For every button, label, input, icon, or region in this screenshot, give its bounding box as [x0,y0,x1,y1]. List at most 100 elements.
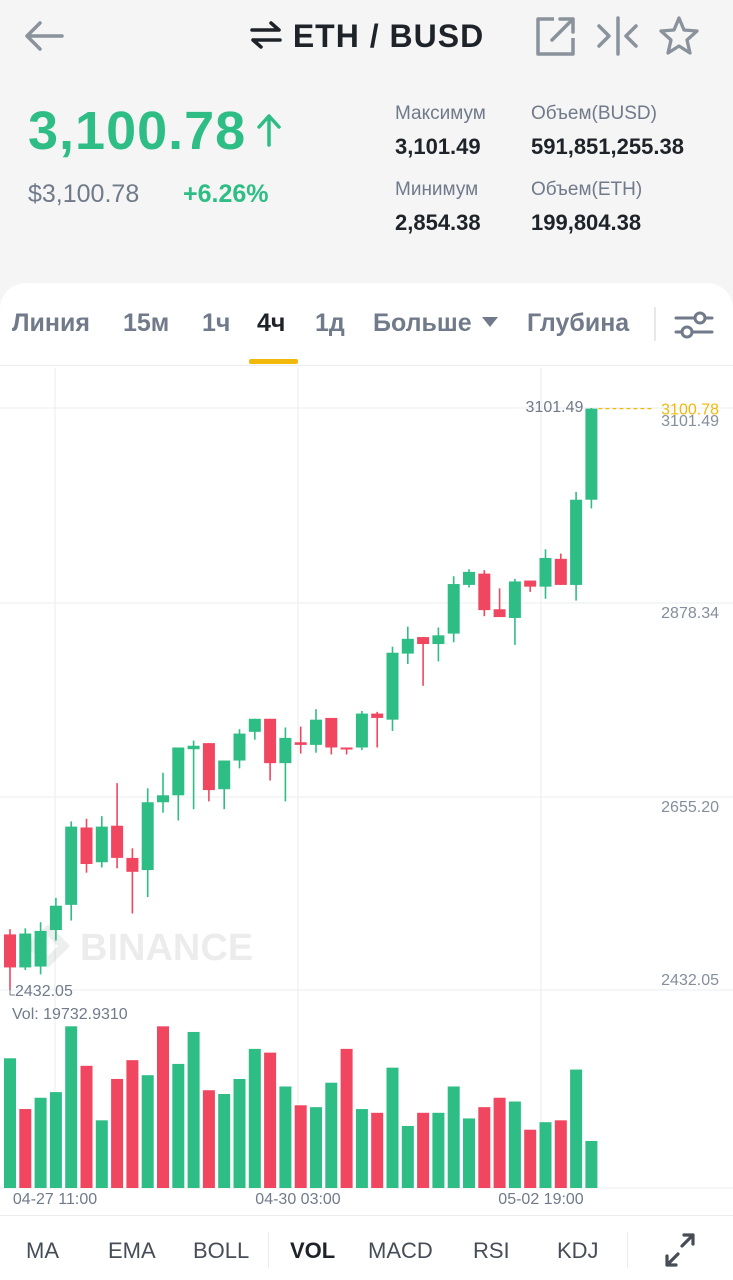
candle-body [49,905,62,931]
indicator-macd[interactable]: MACD [368,1238,433,1263]
candle-body [126,857,139,872]
tab-1h[interactable]: 1ч [202,309,231,337]
indicator-divider [268,1232,269,1268]
candle-body [524,580,537,587]
volume-bar [478,1107,491,1188]
volume-bar [111,1078,124,1188]
volume-bar [172,1063,185,1188]
split-view-icon[interactable] [596,14,640,58]
indicator-divider-2 [627,1232,628,1268]
candle-body [539,557,552,587]
star-icon[interactable] [657,14,701,58]
volume-quote-label: Объем(BUSD) [531,103,657,124]
pair-title[interactable]: ETH / BUSD [0,18,733,55]
volume-quote-value: 591,851,255.38 [531,134,684,159]
candle-body [34,930,47,967]
candle-body [157,795,169,803]
candle-body [417,637,430,645]
volume-bar [157,1026,169,1188]
x-axis-time-label: 05-02 19:00 [498,1191,584,1208]
candle-body [111,825,124,858]
top-bar: ETH / BUSD [0,0,733,80]
fullscreen-expand-icon[interactable] [660,1232,700,1268]
volume-bar [463,1118,475,1188]
candle-body [4,934,16,968]
candle-body [294,742,307,745]
open-external-icon[interactable] [534,14,578,58]
candle-body [65,826,78,905]
up-arrow-icon [254,112,284,148]
candle-body [325,717,338,748]
indicator-rsi[interactable]: RSI [473,1238,510,1263]
volume-bar [19,1109,32,1188]
low-value: 2,854.38 [395,210,481,235]
candle-body [447,584,460,634]
tab-15m[interactable]: 15м [123,309,170,337]
volume-bar [371,1112,384,1188]
volume-bar [187,1031,200,1188]
tab-depth[interactable]: Глубина [527,309,630,337]
back-arrow-icon[interactable] [20,14,68,58]
volume-base-value: 199,804.38 [531,210,642,235]
volume-bar [279,1086,292,1188]
active-tab-indicator [249,359,298,364]
candle-body [432,635,445,645]
candle-body [340,747,353,750]
candle-body [585,408,598,500]
candle-body [310,719,322,745]
volume-bar [432,1112,445,1188]
candle-body [508,581,521,618]
indicator-vol[interactable]: VOL [290,1238,336,1263]
volume-bar [126,1060,139,1188]
volume-bar [202,1090,215,1188]
tab-4h[interactable]: 4ч [257,309,286,337]
volume-bar [508,1101,521,1188]
y-axis-tick-label: 2655.20 [661,799,719,816]
chart-settings-icon[interactable] [672,305,716,345]
price-usd: $3,100.78 [28,180,140,208]
candle-body [371,713,384,718]
candle-body [218,760,231,790]
last-price: 3,100.78 [28,101,247,161]
tab-1d[interactable]: 1д [315,309,345,337]
candle-body [554,558,567,585]
y-axis-tick-label: 2878.34 [661,605,719,622]
volume-bar [141,1075,154,1188]
volume-bar [248,1048,261,1188]
y-axis-tick-label: 2432.05 [661,972,719,989]
indicator-ema[interactable]: EMA [108,1238,156,1263]
volume-bar [34,1097,47,1188]
swap-icon[interactable] [249,20,283,50]
volume-bar [417,1112,430,1188]
watermark-diamond-icon [26,924,70,968]
watermark-text: BINANCE [80,927,253,969]
candle-body [264,718,277,764]
volume-bar [233,1078,246,1188]
candle-body [95,826,108,863]
volume-bar [294,1105,307,1188]
indicator-boll[interactable]: BOLL [193,1238,250,1263]
price-change: +6.26% [183,180,269,208]
indicator-ma[interactable]: MA [26,1238,59,1263]
candle-body [248,718,261,732]
volume-bar [355,1109,368,1188]
volume-bar [570,1069,583,1188]
candle-body [141,802,154,871]
candle-body [19,933,32,968]
candle-body [355,713,368,748]
indicator-kdj[interactable]: KDJ [557,1238,599,1263]
candle-body [493,609,506,618]
volume-bar [386,1067,399,1188]
tab-more[interactable]: Больше [373,309,499,338]
volume-bar [585,1141,598,1188]
volume-bar [218,1094,231,1188]
tab-line[interactable]: Линия [12,309,90,337]
volume-bar [65,1026,78,1188]
candle-body [233,733,246,761]
candle-body [463,571,475,585]
candle-body [386,652,399,720]
tabs-divider [0,365,733,366]
pair-name: ETH / BUSD [292,18,485,54]
